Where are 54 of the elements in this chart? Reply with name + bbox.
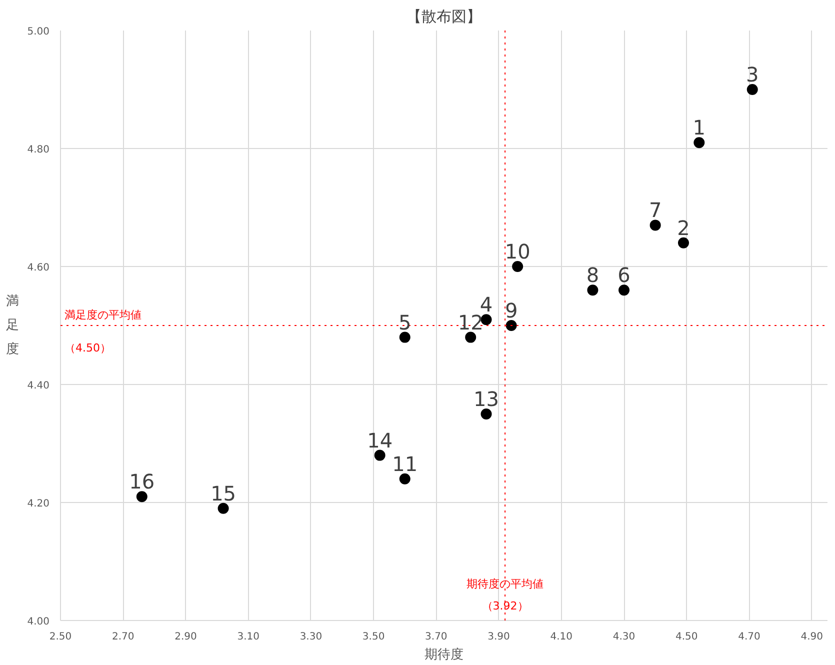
point bbox=[465, 332, 476, 343]
point bbox=[374, 450, 386, 461]
x-tick-label: 2.90 bbox=[174, 632, 197, 642]
point bbox=[218, 502, 229, 514]
text: 満足度の平均値（4.50） bbox=[64, 308, 142, 354]
point bbox=[506, 320, 517, 331]
x-tick-label: 3.70 bbox=[425, 632, 448, 642]
annotation: 6 bbox=[618, 263, 630, 288]
y-axis-title: 満足度 bbox=[6, 294, 20, 357]
x-tick-label: 4.90 bbox=[800, 632, 823, 642]
point bbox=[587, 284, 598, 296]
annotation: 1 bbox=[692, 116, 706, 140]
x-tick-label: 3.30 bbox=[300, 632, 322, 642]
x-tick-label: 2.50 bbox=[49, 632, 72, 642]
x-tick-label: 4.10 bbox=[550, 632, 573, 642]
point bbox=[480, 408, 492, 420]
point bbox=[512, 261, 524, 272]
x-tick-label: 4.30 bbox=[612, 632, 636, 642]
annotation: 8 bbox=[586, 263, 600, 288]
x-tick-label: 4.50 bbox=[675, 632, 698, 642]
annotation: 3 bbox=[746, 62, 759, 86]
point bbox=[136, 491, 148, 502]
point bbox=[746, 84, 758, 95]
y-tick-label: 4.40 bbox=[27, 380, 50, 392]
annotation: 10 bbox=[504, 240, 530, 264]
point bbox=[399, 332, 410, 343]
y-tick-label: 4.20 bbox=[27, 498, 50, 510]
ref-line-label: 期待度の平均値（3.92） bbox=[466, 578, 544, 612]
annotation: 14 bbox=[367, 428, 393, 452]
x-axis-title: 期待度 bbox=[424, 646, 464, 662]
annotation: 5 bbox=[398, 310, 412, 334]
annotation: 2 bbox=[677, 216, 690, 240]
y-tick-label: 4.60 bbox=[27, 262, 50, 274]
point bbox=[650, 220, 661, 231]
point bbox=[399, 473, 410, 484]
point bbox=[480, 314, 492, 326]
annotation: 16 bbox=[129, 470, 155, 494]
annotation: 15 bbox=[210, 481, 236, 506]
annotation: 7 bbox=[648, 198, 662, 222]
y-tick-label: 4.00 bbox=[27, 616, 50, 628]
annotation: 9 bbox=[504, 298, 518, 322]
point bbox=[618, 284, 630, 296]
y-tick-label: 5.00 bbox=[27, 26, 50, 38]
x-tick-label: 3.50 bbox=[362, 632, 385, 642]
y-tick-label: 4.80 bbox=[27, 144, 50, 156]
x-tick-label: 2.70 bbox=[112, 632, 134, 642]
annotation: 13 bbox=[474, 387, 499, 411]
x-tick-label: 3.10 bbox=[237, 632, 260, 642]
point bbox=[694, 137, 705, 148]
x-tick-label: 3.90 bbox=[488, 632, 510, 642]
chart-title: 【散布図】 bbox=[406, 8, 482, 26]
point bbox=[678, 237, 689, 248]
x-tick-label: 4.70 bbox=[738, 632, 760, 642]
annotation: 11 bbox=[392, 452, 418, 476]
